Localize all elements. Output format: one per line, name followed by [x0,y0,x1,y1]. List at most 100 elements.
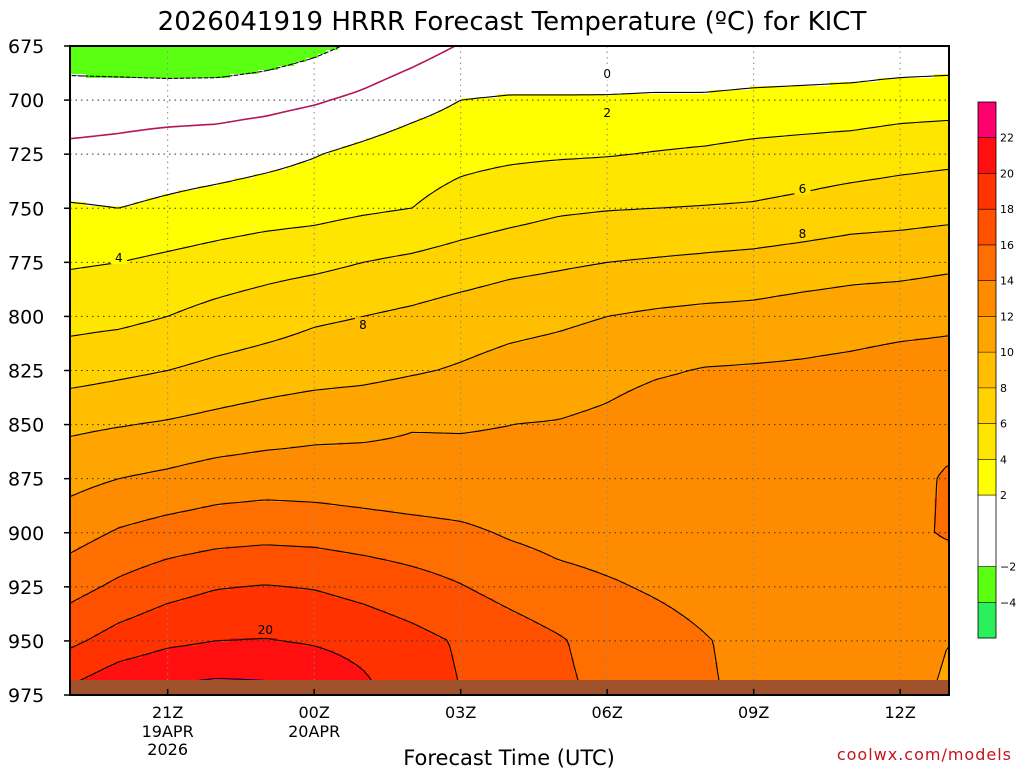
temperature-cell [86,638,231,643]
temperature-cell [242,402,607,407]
temperature-cell [554,418,949,423]
temperature-cell [714,642,949,647]
temperature-cell [362,506,935,511]
temperature-cell [70,466,171,471]
pressure-tick-label: 925 [8,577,44,599]
temperature-cell [434,246,759,251]
temperature-cell [70,130,391,135]
temperature-cell [618,578,949,583]
temperature-cell [486,594,651,599]
temperature-cell [450,646,571,651]
temperature-cell [70,82,831,87]
temperature-cell [446,106,949,111]
temperature-cell [70,90,711,95]
temperature-cell [70,658,127,663]
temperature-cell [570,646,715,651]
temperature-cell [914,338,949,343]
pressure-tick-label: 950 [8,631,44,653]
temperature-cell [582,322,949,327]
temperature-cell [506,606,671,611]
temperature-cell [790,242,949,247]
temperature-cell [278,638,447,643]
temperature-cell [938,486,949,491]
temperature-cell [154,318,347,323]
temperature-cell [510,538,947,543]
temperature-cell [946,654,949,659]
temperature-cell [666,602,949,607]
temperature-cell [70,58,307,63]
temperature-cell [78,598,183,603]
temperature-cell [70,270,327,275]
temperature-cell [422,626,547,631]
temperature-cell [438,110,949,115]
temperature-cell [386,558,559,563]
temperature-cell [302,330,559,335]
isotherm-4 [70,119,949,271]
temperature-cell [270,282,495,287]
colorbar-label: −4 [1000,596,1016,609]
temperature-cell [314,326,571,331]
temperature-cell [402,306,663,311]
temperature-cell [70,582,107,587]
temperature-cell [74,434,399,439]
temperature-cell [126,618,407,623]
temperature-cell [786,134,949,139]
temperature-cell [530,546,949,551]
temperature-cell [114,662,355,667]
temperature-cell [362,602,499,607]
temperature-cell [118,526,483,531]
temperature-cell [558,158,949,163]
isotherm-18 [70,584,462,695]
temperature-cell [654,378,949,383]
temperature-cell [74,386,335,391]
temperature-cell [390,378,655,383]
temperature-cell [686,146,949,151]
temperature-cell [938,534,949,539]
temperature-cell [130,570,431,575]
temperature-cell [70,470,151,475]
temperature-cell [70,610,147,615]
temperature-cell [146,518,451,523]
temperature-cell [658,598,949,603]
temperature-cell [70,462,187,467]
temperature-cell [342,146,687,151]
temperature-cell [478,286,831,291]
pressure-axis: 675 700 725 750 775 800 825 850 875 900 925 950 975 [8,36,70,707]
temperature-cell [398,434,949,439]
temperature-cell [70,50,327,55]
temperature-cell [190,306,403,311]
temperature-cell [142,566,419,571]
temperature-cell [82,266,343,271]
temperature-cell [70,202,87,207]
temperature-cell [550,554,949,559]
temperature-cell [226,454,949,459]
temperature-cell [366,554,551,559]
temperature-cell [70,502,223,507]
temperature-cell [222,238,463,243]
temperature-cell [270,170,479,175]
temperature-cell [182,598,351,603]
colorbar-frame [977,101,997,639]
temperature-cell [478,590,643,595]
temperature-cell [318,546,531,551]
contour-label: 8 [359,318,367,332]
temperature-cell [110,530,491,535]
temperature-cell [158,606,375,611]
temperature-cell [418,250,715,255]
temperature-cell [70,246,183,251]
colorbar-swatch [978,173,996,210]
temperature-cell [470,586,635,591]
temperature-cell [162,514,423,519]
temperature-cell [926,170,949,175]
temperature-cell [146,610,387,615]
temperature-cell [154,562,403,567]
temperature-cell [70,566,143,571]
temperature-cell [378,134,787,139]
temperature-cell [558,330,949,335]
temperature-cell [302,390,627,395]
temperature-cell [70,154,319,159]
temperature-cell [162,370,431,375]
pressure-tick-label: 775 [8,252,44,274]
temperature-cell [258,398,615,403]
